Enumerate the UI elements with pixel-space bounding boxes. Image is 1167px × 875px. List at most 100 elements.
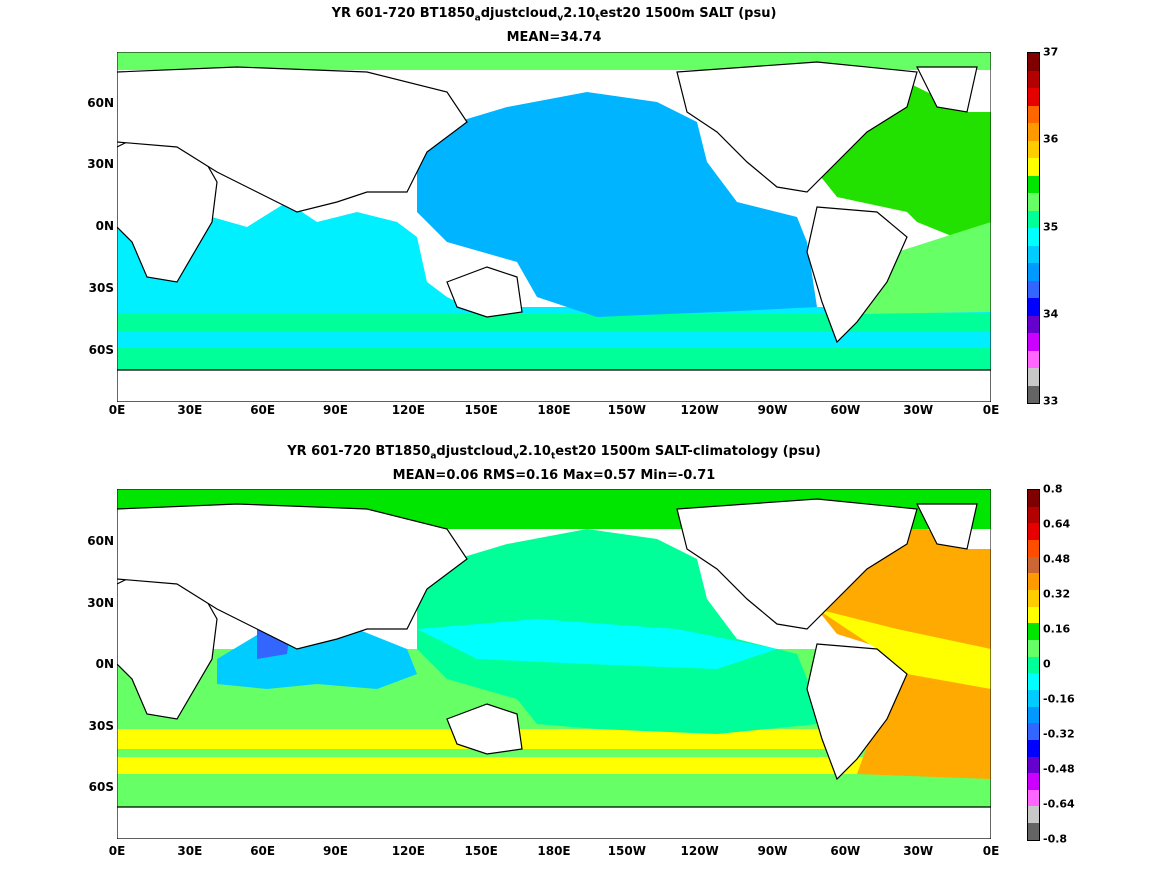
p1-xtick: 150E [464,403,498,417]
p1-xtick: 120E [391,403,425,417]
p1-cbar-swatch [1028,158,1039,176]
p2-ytick: 30S [88,719,114,733]
p2-cbar-swatch [1028,706,1039,724]
p1-cbar-label: 37 [1043,45,1059,59]
p2-cbar-swatch [1028,589,1039,607]
p1-xtick: 30W [903,403,934,417]
p1-cbar-label: 36 [1043,132,1059,146]
p2-cbar-swatch [1028,823,1039,840]
p2-cbar-swatch [1028,523,1039,540]
p1-cbar-swatch [1028,280,1039,298]
p2-ytick: 60N [87,534,114,548]
p1-xtick: 0E [108,403,126,417]
panel2-title: YR 601-720 BT1850adjustcloudv2.10test20 … [287,444,821,462]
p2-cbar-swatch [1028,506,1039,524]
p1-cbar-swatch [1028,123,1039,141]
p2-xtick: 0E [982,844,1000,858]
p2-cbar-swatch [1028,773,1039,790]
panel1-map [117,52,991,402]
panel2-subtitle: MEAN=0.06 RMS=0.16 Max=0.57 Min=-0.71 [392,468,716,483]
p2-cbar-swatch [1028,623,1039,640]
p2-xtick: 90W [757,844,788,858]
p2-cbar-swatch [1028,606,1039,624]
p2-cbar-label: 0.48 [1043,552,1071,566]
p2-australia [446,703,523,755]
p1-cbar-swatch [1028,228,1039,246]
panel1-colorbar [1027,52,1040,404]
panel2-map [117,489,991,839]
p1-south-atlantic [857,222,991,314]
p2-xtick: 30W [903,844,934,858]
p2-cbar-label: -0.48 [1043,762,1075,776]
p1-cbar-swatch [1028,175,1039,193]
p2-green-strip [117,749,991,757]
p2-xtick: 60W [830,844,861,858]
p1-xtick: 0E [982,403,1000,417]
p2-cbar-label: 0.64 [1043,517,1071,531]
p1-xtick: 60E [250,403,276,417]
p2-cbar-swatch [1028,539,1039,557]
p2-cbar-label: 0.32 [1043,587,1071,601]
p2-ytick: 30N [87,596,114,610]
p2-cbar-swatch [1028,673,1039,690]
p1-antarctica [117,369,991,402]
panel2-map-svg [117,489,991,839]
p2-cbar-swatch [1028,556,1039,574]
p1-cbar-swatch [1028,53,1039,71]
p2-cbar-swatch [1028,573,1039,590]
p2-xtick: 0E [108,844,126,858]
p1-north-america [676,61,918,193]
p1-south-america [806,206,908,344]
p2-xtick: 150E [464,844,498,858]
p1-cbar-swatch [1028,193,1039,211]
p1-cbar-swatch [1028,333,1039,351]
p1-cbar-swatch [1028,263,1039,281]
p2-cbar-swatch [1028,756,1039,774]
p2-cbar-label: -0.32 [1043,727,1075,741]
p1-greenland [916,66,978,113]
panel2-colorbar [1027,489,1040,841]
p2-ytick: 60S [88,780,114,794]
p1-cbar-label: 34 [1043,307,1059,321]
p2-xtick: 120E [391,844,425,858]
p2-ytick: 0N [95,657,114,671]
p1-cbar-swatch [1028,245,1039,263]
panel1-map-svg [117,52,991,402]
p1-xtick: 90E [323,403,348,417]
p1-cbar-swatch [1028,140,1039,158]
p2-cbar-swatch [1028,689,1039,707]
p2-north-america [676,498,918,630]
p1-xtick: 90W [757,403,788,417]
p1-ytick: 60N [87,96,114,110]
panel1-subtitle: MEAN=34.74 [506,30,602,45]
p1-xtick: 150W [607,403,646,417]
p1-pacific-ocean [417,92,817,317]
p2-cbar-swatch [1028,490,1039,507]
panel1-title: YR 601-720 BT1850adjustcloudv2.10test20 … [331,6,777,24]
p1-cbar-swatch [1028,105,1039,123]
p1-cbar-label: 35 [1043,220,1059,234]
p2-tropical-pacific [417,619,777,669]
p2-eurasia [117,503,468,650]
p1-cbar-swatch [1028,315,1039,333]
p1-australia [446,266,523,318]
p2-cbar-label: -0.16 [1043,692,1075,706]
p1-cbar-swatch [1028,210,1039,228]
p1-xtick: 180E [537,403,571,417]
p2-cbar-swatch [1028,656,1039,674]
p1-southern-band-c [117,348,991,370]
p1-cbar-swatch [1028,350,1039,368]
p1-ytick: 0N [95,219,114,233]
p2-antarctica [117,806,991,839]
p1-ytick: 30S [88,281,114,295]
p2-cbar-swatch [1028,739,1039,757]
p1-cbar-swatch [1028,298,1039,316]
p1-xtick: 120W [680,403,719,417]
p2-cbar-label: 0.8 [1043,482,1063,496]
p2-cbar-label: 0 [1043,657,1051,671]
p1-eurasia [117,66,468,213]
p1-cbar-swatch [1028,368,1039,386]
p2-cbar-label: 0.16 [1043,622,1071,636]
p1-southern-band-b [117,314,991,332]
p2-cbar-swatch [1028,789,1039,807]
